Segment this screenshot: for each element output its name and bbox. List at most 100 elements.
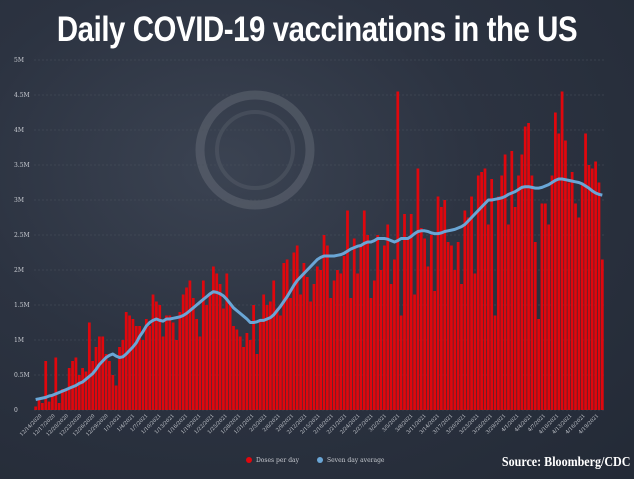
bar xyxy=(326,245,329,410)
bar xyxy=(393,259,396,410)
bar xyxy=(191,298,195,410)
bar xyxy=(215,273,219,410)
bar xyxy=(473,273,477,410)
bar xyxy=(108,361,111,410)
bar xyxy=(476,175,480,410)
bar xyxy=(175,340,178,410)
bar xyxy=(44,361,48,410)
bar xyxy=(188,280,192,410)
bar xyxy=(282,263,286,410)
bar xyxy=(510,151,514,410)
bar xyxy=(500,175,504,410)
bar xyxy=(584,133,587,410)
bar xyxy=(269,301,272,410)
bar xyxy=(513,207,517,410)
bar xyxy=(389,284,393,410)
bar xyxy=(497,196,500,410)
bar xyxy=(114,385,118,410)
bar xyxy=(557,133,561,410)
average-line-path xyxy=(35,177,603,401)
bar xyxy=(54,357,58,410)
y-tick-label: 3M xyxy=(14,197,24,204)
bar xyxy=(104,354,108,410)
bar xyxy=(369,298,373,410)
bar xyxy=(64,389,68,410)
bar xyxy=(118,347,121,410)
bar xyxy=(597,182,601,410)
y-tick-label: 1M xyxy=(14,337,24,344)
virus-decoration xyxy=(195,90,315,210)
legend-label-doses: Doses per day xyxy=(256,456,300,464)
bar xyxy=(537,319,540,410)
bar xyxy=(319,270,323,410)
bar xyxy=(530,175,534,410)
bar xyxy=(205,305,209,410)
bar xyxy=(47,401,51,410)
bar xyxy=(372,280,376,410)
bar xyxy=(248,340,252,410)
bar xyxy=(165,315,168,410)
bar xyxy=(413,294,416,410)
bar xyxy=(155,301,158,410)
bar xyxy=(520,154,524,410)
y-tick-label: 0 xyxy=(14,407,18,414)
bar xyxy=(57,403,61,410)
bar xyxy=(77,375,81,410)
bar xyxy=(490,179,494,410)
bar xyxy=(312,284,316,410)
bar xyxy=(91,361,95,410)
seven-day-average-line xyxy=(35,177,603,401)
bar xyxy=(232,326,235,410)
y-axis: 0 0.5M 1M 1.5M 2M 2.5M 3M 3.5M 4M 4.5M 5M xyxy=(14,57,30,414)
y-tick-label: 5M xyxy=(14,57,24,64)
bar xyxy=(547,224,551,410)
bar xyxy=(195,319,198,410)
bar xyxy=(222,308,225,410)
bar xyxy=(309,301,312,410)
bar xyxy=(161,336,165,410)
bar xyxy=(470,196,473,410)
bar xyxy=(34,406,38,410)
bar xyxy=(255,354,259,410)
legend-label-average: Seven day average xyxy=(327,456,385,464)
bar xyxy=(436,196,440,410)
bar xyxy=(480,172,483,410)
bar xyxy=(463,210,467,410)
bar xyxy=(289,298,292,410)
bar xyxy=(460,284,463,410)
bar xyxy=(554,112,557,410)
bar xyxy=(61,389,64,410)
bar xyxy=(346,210,349,410)
bar xyxy=(342,256,346,410)
y-tick-label: 0.5M xyxy=(14,372,30,379)
bar xyxy=(322,235,326,410)
bar xyxy=(121,340,125,410)
bar xyxy=(446,242,450,410)
bar xyxy=(406,238,410,410)
bar xyxy=(235,329,239,410)
bar xyxy=(245,333,249,410)
bar xyxy=(486,224,490,410)
bar xyxy=(433,291,437,410)
bar xyxy=(493,315,497,410)
bar xyxy=(456,242,460,410)
bar xyxy=(570,172,574,410)
bar xyxy=(580,182,584,410)
chart-title: Daily COVID-19 vaccinations in the US xyxy=(56,10,578,49)
bar xyxy=(242,347,245,410)
bar xyxy=(258,319,262,410)
bar xyxy=(440,207,443,410)
bar xyxy=(141,340,145,410)
bar xyxy=(379,270,383,410)
bar xyxy=(386,224,390,410)
bar xyxy=(443,200,447,410)
bar xyxy=(523,126,527,410)
bar xyxy=(466,217,470,410)
bar xyxy=(383,245,386,410)
bar xyxy=(208,294,212,410)
bar xyxy=(409,214,413,410)
bar xyxy=(590,168,594,410)
bar xyxy=(131,319,135,410)
bar xyxy=(396,91,400,410)
